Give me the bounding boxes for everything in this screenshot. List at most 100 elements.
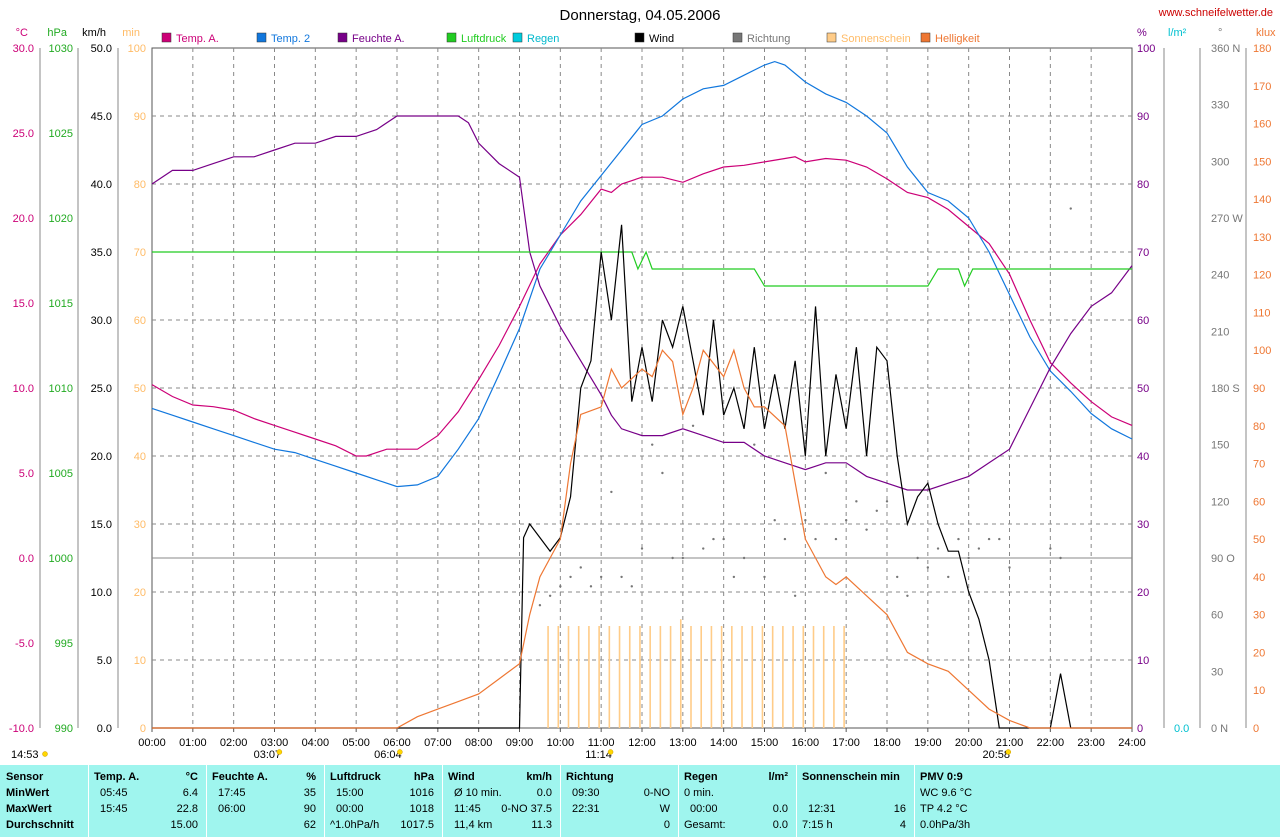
tick-lux: 110 — [1253, 307, 1271, 319]
x-tick-label: 10:00 — [547, 737, 575, 749]
tick-dir: 120 — [1211, 496, 1229, 508]
wind-avg10-label: Ø 10 min. — [454, 787, 502, 799]
tick-lux: 130 — [1253, 232, 1271, 244]
tick-lux: 50 — [1253, 534, 1265, 546]
luft-title: Luftdruck — [330, 771, 381, 783]
legend-swatch-richtung — [732, 32, 743, 43]
direction-point — [1049, 547, 1052, 550]
tick-lux: 160 — [1253, 119, 1271, 131]
wind-unit: km/h — [526, 771, 552, 783]
direction-point — [773, 519, 776, 522]
tick-sun: 60 — [134, 315, 146, 327]
stats-temp: Temp. A. °C 05:45 6.4 15:45 22.8 15.00 — [94, 765, 204, 837]
direction-point — [987, 537, 991, 541]
series-line-feuchte — [151, 115, 1133, 491]
chart-title: Donnerstag, 04.05.2006 — [560, 7, 721, 24]
sonne-hours: 7:15 h — [802, 819, 833, 831]
sun-event-icon — [276, 749, 283, 755]
direction-point — [906, 594, 909, 597]
feuchte-max-time: 06:00 — [218, 803, 246, 815]
direction-point — [977, 547, 981, 550]
tick-press: 1005 — [49, 468, 73, 480]
tick-dir: 0 N — [1211, 723, 1228, 735]
luft-min: 1016 — [409, 787, 434, 799]
direction-point — [712, 537, 715, 541]
direction-point — [702, 547, 705, 550]
stats-pmv: PMV 0:9 WC 9.6 °C TP 4.2 °C 0.0hPa/3h — [920, 765, 1030, 837]
tick-lux: 100 — [1253, 345, 1271, 357]
tick-hum: 80 — [1137, 179, 1149, 191]
x-tick-label: 24:00 — [1118, 737, 1146, 749]
tick-hum: 0 — [1137, 723, 1143, 735]
series-line-temp_a — [151, 156, 1133, 457]
direction-point — [998, 537, 1001, 541]
tick-dir: 300 — [1211, 156, 1229, 168]
luft-max-time: 00:00 — [336, 803, 364, 815]
sun-event-icon — [397, 749, 403, 755]
tick-dir: 330 — [1211, 100, 1229, 112]
sun-event-icon — [1005, 749, 1012, 755]
sonne-max-time: 12:31 — [808, 803, 836, 815]
richtung-avg: 0 — [663, 819, 670, 831]
tick-wind: 45.0 — [91, 111, 112, 123]
regen-max: 0.0 — [772, 803, 788, 815]
luft-max: 1018 — [409, 803, 434, 815]
tick-dir: 180 S — [1211, 383, 1240, 395]
x-tick-label: 15:00 — [751, 737, 779, 749]
direction-point — [732, 575, 736, 579]
temp-max: 22.8 — [176, 803, 198, 815]
tick-lux: 140 — [1253, 194, 1271, 206]
direction-point — [814, 537, 817, 541]
pmv-wc: WC 9.6 °C — [920, 787, 973, 799]
x-tick-label: 08:00 — [465, 737, 493, 749]
direction-point — [834, 537, 838, 541]
tick-wind: 0.0 — [97, 723, 112, 735]
unit-wind: km/h — [82, 27, 106, 39]
stats-richtung: Richtung 09:30 0-NO 22:31 W 0 — [566, 765, 676, 837]
tick-sun: 20 — [134, 587, 146, 599]
direction-point — [865, 528, 868, 531]
feuchte-title: Feuchte A. — [212, 771, 268, 783]
tick-wind: 25.0 — [91, 383, 112, 395]
tick-temp: 5.0 — [19, 468, 34, 480]
tick-sun: 50 — [134, 383, 146, 395]
event-label: 20:58 — [983, 749, 1011, 761]
unit-press: hPa — [47, 27, 67, 39]
tick-hum: 10 — [1137, 655, 1149, 667]
unit-rain: l/m² — [1168, 27, 1187, 39]
x-tick-label: 02:00 — [220, 737, 248, 749]
temp-avg: 15.00 — [170, 819, 198, 831]
regen-max-time: 00:00 — [690, 803, 718, 815]
direction-point — [630, 585, 633, 588]
feuchte-max: 90 — [303, 803, 316, 815]
tick-temp: -10.0 — [9, 723, 34, 735]
legend-label-regen: Regen — [527, 33, 559, 45]
tick-hum: 90 — [1137, 111, 1149, 123]
feuchte-min: 35 — [303, 787, 316, 799]
tick-lux: 180 — [1253, 43, 1271, 55]
event-label: 03:07 — [254, 749, 282, 761]
regen-minutes: 0 min. — [684, 787, 714, 799]
tick-sun: 70 — [134, 247, 146, 259]
tick-press: 1025 — [49, 128, 73, 140]
x-tick-label: 05:00 — [342, 737, 370, 749]
direction-point — [783, 537, 787, 541]
x-tick-label: 13:00 — [669, 737, 697, 749]
series-line-temp_2 — [151, 60, 1133, 488]
x-tick-label: 18:00 — [873, 737, 901, 749]
direction-point — [671, 556, 674, 560]
site-url: www.schneifelwetter.de — [1158, 7, 1273, 19]
direction-point — [610, 490, 613, 494]
wind-max-time: 11:45 — [454, 803, 481, 815]
temp-min: 6.4 — [182, 787, 198, 799]
tick-wind: 5.0 — [97, 655, 112, 667]
x-tick-label: 17:00 — [832, 737, 860, 749]
wind-max: 0-NO 37.5 — [501, 803, 552, 815]
tick-press: 1015 — [49, 298, 73, 310]
row-label-max: MaxWert — [6, 803, 52, 815]
luft-trend: ^1.0hPa/h — [330, 819, 380, 831]
direction-point — [896, 575, 899, 579]
tick-hum: 30 — [1137, 519, 1149, 531]
tick-lux: 70 — [1253, 459, 1265, 471]
legend-swatch-helligkeit — [920, 32, 931, 43]
